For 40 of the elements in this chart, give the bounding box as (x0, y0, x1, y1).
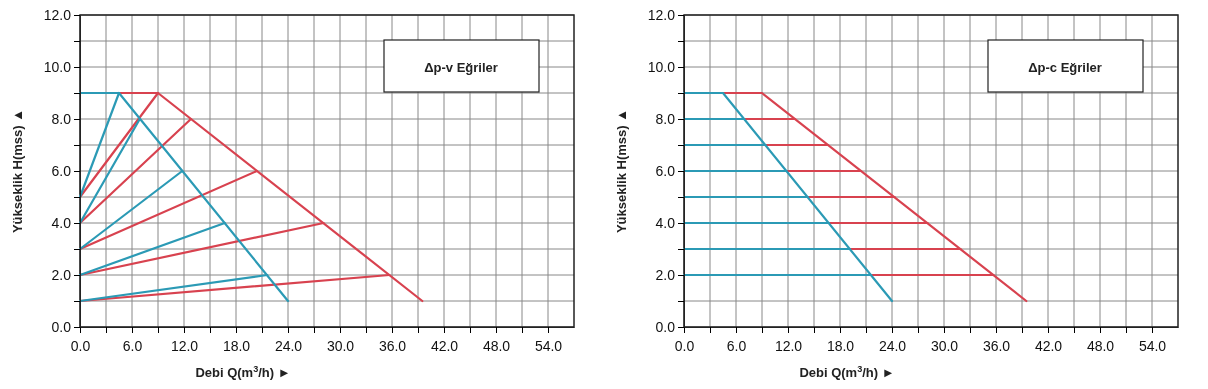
x-tick-label: 54.0 (534, 338, 563, 355)
y-tick-label: 12.0 (43, 6, 72, 23)
x-axis-title: Debi Q(m$^{3}$/h) ► (195, 364, 291, 380)
y-tick-label: 2.0 (655, 266, 676, 283)
y-tick-label: 4.0 (51, 214, 72, 231)
y-axis-title: Yükseklik H(mss) ▲ (10, 108, 25, 234)
x-tick-label: 0.0 (674, 338, 695, 355)
x-tick-label: 12.0 (170, 338, 199, 355)
x-tick-label: 30.0 (930, 338, 959, 355)
x-tick-label: 6.0 (726, 338, 747, 355)
y-axis-title: Yükseklik H(mss) ▲ (614, 108, 629, 234)
x-tick-label: 24.0 (274, 338, 303, 355)
x-tick-label: 42.0 (1034, 338, 1063, 355)
x-tick-label: 18.0 (826, 338, 855, 355)
annotation: Δp-c Eğriler (1028, 60, 1102, 75)
x-tick-label: 36.0 (378, 338, 407, 355)
y-tick-label: 2.0 (51, 266, 72, 283)
x-tick-label: 36.0 (982, 338, 1011, 355)
y-tick-label: 4.0 (655, 214, 676, 231)
y-tick-label: 10.0 (43, 58, 72, 75)
y-tick-label: 0.0 (655, 318, 676, 335)
x-tick-label: 48.0 (1086, 338, 1115, 355)
y-tick-label: 6.0 (51, 162, 72, 179)
x-axis-title: Debi Q(m$^{3}$/h) ► (799, 364, 895, 380)
y-tick-label: 8.0 (655, 110, 676, 127)
x-tick-label: 30.0 (326, 338, 355, 355)
x-tick-label: 42.0 (430, 338, 459, 355)
y-tick-label: 6.0 (655, 162, 676, 179)
y-tick-label: 12.0 (647, 6, 676, 23)
y-tick-label: 8.0 (51, 110, 72, 127)
annotation: Δp-v Eğriler (424, 60, 498, 75)
x-tick-label: 54.0 (1138, 338, 1167, 355)
x-tick-label: 6.0 (122, 338, 143, 355)
x-tick-label: 24.0 (878, 338, 907, 355)
y-tick-label: 0.0 (51, 318, 72, 335)
y-tick-label: 10.0 (647, 58, 676, 75)
x-tick-label: 18.0 (222, 338, 251, 355)
x-tick-label: 48.0 (482, 338, 511, 355)
x-tick-label: 0.0 (70, 338, 91, 355)
x-tick-label: 12.0 (774, 338, 803, 355)
